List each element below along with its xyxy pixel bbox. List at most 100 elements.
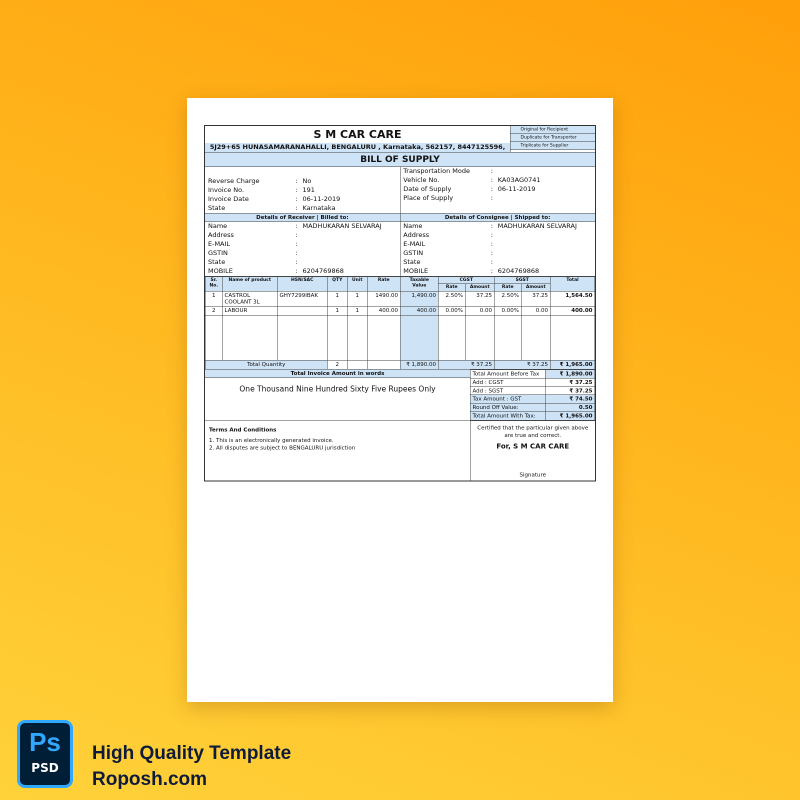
cell: 1 bbox=[347, 306, 368, 316]
receiver-name: MADHUKARAN SELVARAJ bbox=[302, 222, 382, 231]
col-sgst: SGST bbox=[494, 276, 551, 285]
summary-label: Round Off Value: bbox=[470, 403, 546, 412]
branding: High Quality Template Roposh.com bbox=[92, 741, 291, 793]
total-quantity: 2 bbox=[327, 360, 348, 370]
receiver-details: Details of Receiver | Billed to: Name: MA… bbox=[205, 213, 400, 277]
cell: 0.00% bbox=[494, 306, 522, 316]
receiver-mobile: 6204769868 bbox=[302, 267, 344, 276]
summary-table: Total Amount Before Tax ₹ 1,890.00 Add : … bbox=[470, 369, 595, 421]
cell: 2.50% bbox=[438, 290, 466, 307]
cell: LABOUR bbox=[222, 306, 278, 316]
consignee-title: Details of Consignee | Shipped to: bbox=[400, 213, 595, 222]
label: MOBILE bbox=[403, 267, 429, 276]
label: Transportation Mode bbox=[403, 167, 470, 176]
brand-tagline: High Quality Template bbox=[92, 743, 292, 764]
terms: Terms And Conditions 1. This is an elect… bbox=[205, 421, 470, 481]
consignee-details: Details of Consignee | Shipped to: Name:… bbox=[399, 213, 595, 276]
cell: 1,564.50 bbox=[550, 290, 595, 307]
col-taxable: Taxable Value bbox=[400, 276, 439, 292]
label: Address bbox=[403, 231, 430, 240]
summary-value: ₹ 37.25 bbox=[545, 377, 595, 387]
label: Place of Supply bbox=[403, 194, 454, 203]
cell: 37.25 bbox=[465, 290, 495, 307]
cell: 0.00% bbox=[438, 306, 466, 316]
cell: 37.25 bbox=[521, 290, 551, 307]
cell: 400.00 bbox=[367, 306, 401, 316]
signatory-company: For, S M CAR CARE bbox=[496, 442, 570, 451]
label: Invoice No. bbox=[208, 186, 245, 195]
col-total: Total bbox=[550, 276, 595, 292]
copy-type: Triplicate for Supplier bbox=[510, 142, 595, 150]
invoice-paper: S M CAR CARE 5J29+65 HUNASAMARANAHALLI, … bbox=[187, 98, 613, 702]
cell bbox=[277, 306, 328, 316]
cell: GHY7299IBAK bbox=[277, 290, 328, 307]
summary-value: ₹ 37.25 bbox=[545, 386, 595, 396]
transport-mode bbox=[498, 167, 592, 176]
label: E-MAIL bbox=[403, 240, 426, 249]
invoice-number: 191 bbox=[302, 186, 315, 195]
table-row: 2 LABOUR 1 1 400.00 400.00 0.00% 0.00 0.… bbox=[205, 306, 595, 316]
copy-type: Duplicate for Transporter bbox=[510, 134, 595, 142]
cell: 400.00 bbox=[550, 306, 595, 316]
copy-type: Original for Recipient bbox=[510, 126, 595, 134]
label: Date of Supply bbox=[403, 185, 452, 194]
grand-total: ₹ 1,965.00 bbox=[550, 360, 595, 370]
col-sr: Sr. No. bbox=[205, 276, 223, 292]
label: Vehicle No. bbox=[403, 176, 440, 185]
total-taxable: ₹ 1,890.00 bbox=[400, 360, 439, 370]
invoice-meta: Reverse Charge: No Invoice No.:191 Invoic… bbox=[205, 167, 595, 214]
date-of-supply: 06-11-2019 bbox=[497, 185, 536, 194]
terms-line: 2. All disputes are subject to BENGALURU… bbox=[209, 444, 356, 451]
state: Karnataka bbox=[302, 204, 336, 213]
table-row: 1 CASTROL COOLANT 3L GHY7299IBAK 1 1 149… bbox=[205, 290, 595, 307]
cell: 1 bbox=[347, 290, 368, 307]
consignee-name: MADHUKARAN SELVARAJ bbox=[497, 222, 577, 231]
col-cgst: CGST bbox=[438, 276, 495, 285]
items-table: Sr. No. Name of product HSN/SAC QTY Unit… bbox=[205, 276, 595, 370]
invoice-header: S M CAR CARE 5J29+65 HUNASAMARANAHALLI, … bbox=[205, 126, 595, 153]
summary-value: ₹ 74.50 bbox=[545, 394, 595, 404]
place-of-supply bbox=[498, 194, 592, 203]
ps-label: Ps bbox=[29, 727, 61, 757]
cell: 1 bbox=[205, 290, 223, 307]
label: E-MAIL bbox=[208, 240, 231, 249]
photoshop-psd-icon: Ps PSD bbox=[17, 720, 73, 788]
amount-in-words: One Thousand Nine Hundred Sixty Five Rup… bbox=[239, 384, 436, 394]
col-unit: Unit bbox=[347, 276, 368, 292]
terms-line: 1. This is an electronically generated i… bbox=[209, 436, 334, 444]
col-sgst-rate: Rate bbox=[494, 283, 522, 292]
summary-label: Add : CGST bbox=[470, 377, 546, 387]
copy-types: Original for Recipient Duplicate for Tra… bbox=[510, 126, 595, 152]
col-cgst-amount: Amount bbox=[465, 283, 495, 292]
col-name: Name of product bbox=[222, 276, 278, 292]
label: Name bbox=[208, 222, 228, 231]
label: State bbox=[208, 258, 226, 267]
label: Invoice Date bbox=[208, 195, 249, 204]
total-sgst: ₹ 37.25 bbox=[494, 360, 551, 370]
brand-site: Roposh.com bbox=[92, 769, 208, 790]
summary-value: ₹ 1,965.00 bbox=[545, 411, 595, 421]
col-hsn: HSN/SAC bbox=[277, 276, 328, 292]
invoice: S M CAR CARE 5J29+65 HUNASAMARANAHALLI, … bbox=[204, 125, 596, 482]
company-address: 5J29+65 HUNASAMARANAHALLI, BENGALURU , K… bbox=[205, 143, 510, 152]
col-qty: QTY bbox=[327, 276, 348, 292]
signature-block: Certified that the particular given abov… bbox=[470, 420, 595, 481]
document-title: BILL OF SUPPLY bbox=[205, 152, 595, 167]
total-cgst: ₹ 37.25 bbox=[438, 360, 495, 370]
label: Name bbox=[403, 222, 423, 231]
col-cgst-rate: Rate bbox=[438, 283, 466, 292]
cell: 0.00 bbox=[465, 306, 495, 316]
amount-words-title: Total Invoice Amount in words bbox=[205, 369, 470, 378]
totals-row: Total Quantity 2 ₹ 1,890.00 ₹ 37.25 ₹ 37… bbox=[205, 360, 595, 370]
summary-label: Add : SGST bbox=[470, 386, 546, 396]
label: GSTIN bbox=[208, 249, 228, 258]
cell: 2.50% bbox=[494, 290, 522, 307]
label: Address bbox=[208, 231, 234, 240]
signature-label: Signature bbox=[519, 471, 547, 478]
label: Reverse Charge bbox=[208, 177, 260, 186]
summary-value: 0.50 bbox=[545, 403, 595, 412]
summary-label: Tax Amount : GST bbox=[470, 394, 546, 404]
cell: 1 bbox=[327, 290, 348, 307]
summary-value: ₹ 1,890.00 bbox=[545, 369, 595, 379]
invoice-date: 06-11-2019 bbox=[302, 195, 341, 204]
